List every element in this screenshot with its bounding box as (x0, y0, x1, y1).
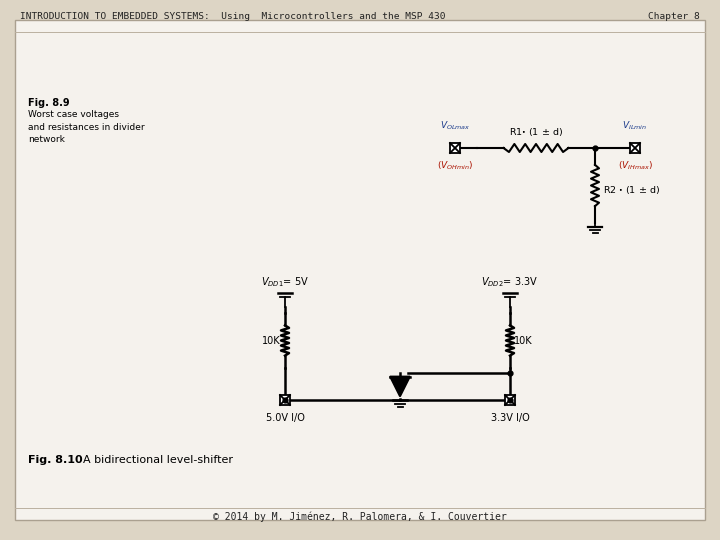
Text: Worst case voltages
and resistances in divider
network: Worst case voltages and resistances in d… (28, 110, 145, 144)
Text: INTRODUCTION TO EMBEDDED SYSTEMS:  Using  Microcontrollers and the MSP 430: INTRODUCTION TO EMBEDDED SYSTEMS: Using … (20, 12, 446, 21)
Text: Fig. 8.9: Fig. 8.9 (28, 98, 70, 108)
Text: $V_{DD1}$= 5V: $V_{DD1}$= 5V (261, 275, 309, 289)
Text: Chapter 8: Chapter 8 (648, 12, 700, 21)
Bar (505, 395, 515, 405)
Text: © 2014 by M. Jiménez, R. Palomera, & I. Couvertier: © 2014 by M. Jiménez, R. Palomera, & I. … (213, 511, 507, 522)
FancyBboxPatch shape (15, 20, 705, 520)
Bar (280, 395, 290, 405)
Text: 10K: 10K (262, 335, 281, 346)
Text: $V_{OLmax}$: $V_{OLmax}$ (440, 119, 470, 132)
Text: 3.3V I/O: 3.3V I/O (490, 413, 529, 423)
Text: $V_{DD2}$= 3.3V: $V_{DD2}$= 3.3V (482, 275, 539, 289)
Text: 10K: 10K (514, 335, 533, 346)
Text: R1$\boldsymbol{\cdot}$ (1 ± d): R1$\boldsymbol{\cdot}$ (1 ± d) (509, 126, 563, 138)
Polygon shape (390, 376, 410, 396)
Bar (450, 143, 460, 153)
Text: Fig. 8.10: Fig. 8.10 (28, 455, 83, 465)
Text: A bidirectional level-shifter: A bidirectional level-shifter (76, 455, 233, 465)
Text: $(V_{IHmax})$: $(V_{IHmax})$ (618, 160, 652, 172)
Text: $V_{ILmin}$: $V_{ILmin}$ (623, 119, 647, 132)
Text: $(V_{OHmin})$: $(V_{OHmin})$ (437, 160, 473, 172)
Bar (630, 143, 640, 153)
Text: 5.0V I/O: 5.0V I/O (266, 413, 305, 423)
Text: R2 $\boldsymbol{\cdot}$ (1 ± d): R2 $\boldsymbol{\cdot}$ (1 ± d) (603, 185, 660, 197)
